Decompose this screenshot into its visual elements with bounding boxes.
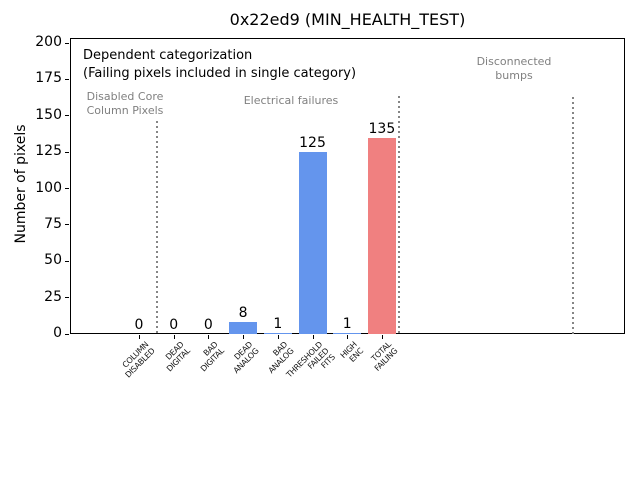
bar-value-label: 0 [134, 317, 144, 333]
y-tick-mark [65, 260, 69, 262]
bar-value-label: 0 [203, 317, 213, 333]
x-tick-label: COLUMN DISABLED [120, 340, 157, 380]
x-tick-label: DEAD ANALOG [231, 340, 261, 376]
x-tick-mark [381, 334, 383, 339]
x-tick-mark [277, 334, 279, 339]
x-tick-mark [208, 334, 210, 339]
x-tick-mark [243, 334, 245, 339]
bar-value-label: 0 [169, 317, 179, 333]
y-tick-mark [65, 188, 69, 189]
y-tick-label: 0 [53, 325, 62, 341]
bar-value-label: 8 [238, 305, 248, 322]
dependent-categorization-note: Dependent categorization (Failing pixels… [83, 48, 357, 81]
y-tick-label: 150 [35, 106, 62, 123]
bar-threshold-failed-fits [298, 152, 327, 334]
x-tick-mark [347, 334, 349, 339]
separator-line-electrical [398, 96, 400, 334]
x-tick-label: DEAD DIGITAL [163, 340, 192, 374]
separator-line-disconnected [572, 97, 574, 334]
y-tick-label: 200 [35, 34, 62, 50]
y-tick-mark [65, 224, 69, 226]
x-tick-mark [139, 334, 140, 339]
plot-area [70, 38, 625, 334]
bar-total-failing [367, 137, 396, 334]
y-tick-label: 25 [44, 288, 62, 305]
group-label-disconnected-bumps: Disconnected bumps [476, 55, 552, 82]
y-tick-label: 125 [35, 143, 62, 160]
bar-value-label: 1 [342, 315, 352, 332]
bar-bad-analog [263, 332, 292, 334]
y-tick-label: 50 [44, 252, 62, 269]
x-tick-label: TOTAL FAILING [370, 340, 400, 373]
y-tick-mark [65, 297, 69, 299]
bar-value-label: 135 [368, 120, 396, 137]
y-tick-label: 75 [44, 215, 62, 232]
x-tick-mark [173, 334, 175, 339]
bar-value-label: 1 [273, 315, 283, 332]
chart-title: 0x22ed9 (MIN_HEALTH_TEST) [229, 10, 466, 29]
y-tick-mark [65, 42, 69, 44]
bar-dead-analog [229, 322, 258, 334]
x-tick-label: HIGH ENC [338, 340, 365, 364]
group-label-disabled-core-column-pixels: Disabled Core Column Pixels [86, 90, 164, 117]
x-tick-label: THRESHOLD FAILED FITS [284, 340, 337, 380]
group-label-electrical-failures: Electrical failures [243, 94, 339, 107]
y-tick-label: 100 [35, 179, 62, 196]
y-tick-mark [65, 115, 69, 117]
bar-high-enc [333, 332, 362, 334]
y-tick-mark [65, 151, 69, 153]
bar-value-label: 125 [299, 135, 326, 152]
separator-line-disabled-core [156, 121, 158, 334]
x-tick-mark [312, 334, 314, 339]
x-tick-label: BAD DIGITAL [199, 340, 227, 374]
y-tick-mark [65, 333, 69, 335]
y-tick-mark [65, 78, 69, 80]
y-tick-label: 175 [35, 70, 62, 87]
